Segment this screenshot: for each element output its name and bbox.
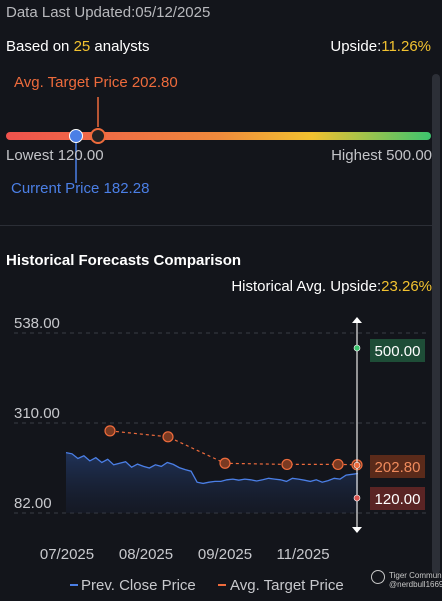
avg-target-point — [332, 458, 344, 471]
lowest-label: Lowest 120.00 — [6, 147, 104, 164]
range-gradient — [6, 132, 431, 140]
current-price-label: Current Price 182.28 — [11, 180, 150, 197]
y-tick-label: 310.00 — [14, 405, 60, 422]
historical-upside-label: Historical Avg. Upside: — [231, 278, 382, 295]
close-price-line — [65, 451, 359, 485]
credit-text: Tiger Community@nerdbull1669 — [389, 571, 442, 589]
highest-value-label: 500.00 — [375, 343, 421, 360]
credit-line-2: @nerdbull1669 — [389, 580, 442, 589]
historical-chart: 538.00 310.00 82.00 500.00 202.80 120.00 07/20… — [14, 315, 428, 594]
based-on-suffix: analysts — [90, 38, 150, 55]
avg-target-point — [104, 425, 116, 437]
upside-text: Upside:11.26% — [330, 38, 431, 55]
analyst-count-text: Based on 25 analysts — [6, 38, 149, 55]
historical-upside-text: Historical Avg. Upside:23.26% — [231, 278, 432, 295]
scrollbar[interactable] — [432, 74, 440, 574]
section-divider — [0, 225, 432, 226]
avg-target-point — [162, 431, 174, 443]
analyst-count: 25 — [73, 38, 91, 55]
forecast-axis-bottom-arrow — [352, 527, 362, 533]
y-tick-label: 82.00 — [14, 495, 52, 512]
x-tick-label: 11/2025 — [276, 546, 329, 563]
x-tick-label: 08/2025 — [119, 546, 173, 563]
highest-label: Highest 500.00 — [331, 147, 432, 164]
avg-target-line — [109, 430, 358, 466]
legend-target-label: Avg. Target Price — [230, 577, 344, 594]
lowest-marker-dot — [353, 494, 361, 502]
x-tick-label: 09/2025 — [198, 546, 252, 563]
upside-value: 11.26% — [381, 38, 431, 55]
lowest-value-label: 120.00 — [375, 491, 421, 508]
close-price-area — [66, 452, 358, 513]
y-tick-label: 538.00 — [14, 315, 60, 332]
target-price-marker[interactable] — [90, 128, 106, 144]
updated-date: 05/12/2025 — [135, 4, 211, 21]
credit-line-1: Tiger Community — [389, 571, 442, 580]
tiger-logo-icon — [371, 570, 385, 584]
data-updated-text: Data Last Updated:05/12/2025 — [6, 4, 210, 21]
based-on-prefix: Based on — [6, 38, 74, 55]
legend-close-label: Prev. Close Price — [81, 577, 196, 594]
avg-target-point — [219, 457, 231, 469]
historical-upside-value: 23.26% — [381, 278, 432, 295]
upside-label: Upside: — [330, 38, 382, 55]
price-range-bar — [6, 97, 431, 183]
section-title: Historical Forecasts Comparison — [6, 252, 242, 269]
avg-marker-dot — [353, 462, 361, 469]
avg-value-box — [370, 455, 425, 478]
lowest-value-box — [370, 487, 425, 510]
forecast-axis-top-arrow — [352, 317, 362, 323]
highest-marker-dot — [353, 344, 361, 352]
x-tick-label: 07/2025 — [40, 546, 94, 563]
current-price-marker[interactable] — [69, 129, 83, 143]
avg-value-label: 202.80 — [375, 459, 421, 476]
avg-target-point — [281, 458, 293, 471]
highest-value-box — [370, 339, 425, 362]
updated-label: Data Last Updated: — [6, 4, 136, 21]
avg-target-label: Avg. Target Price 202.80 — [14, 74, 178, 91]
